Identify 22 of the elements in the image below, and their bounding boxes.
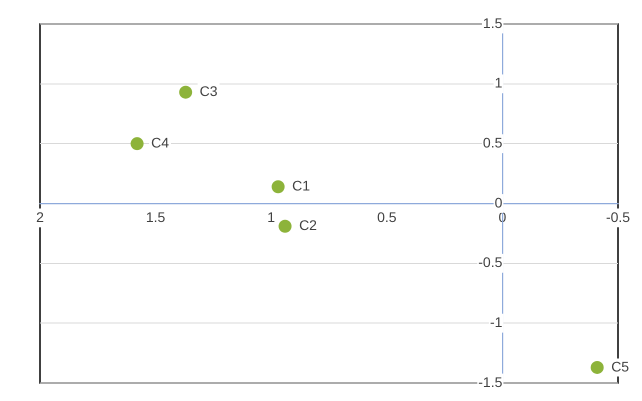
x-tick-label: 1.5: [146, 208, 166, 225]
x-tick-label: 1: [267, 208, 276, 225]
point: [130, 137, 144, 150]
annotation: C2: [299, 217, 318, 234]
y-tick-label: -1.5: [478, 374, 503, 390]
y-tick-label: 0: [494, 194, 503, 210]
point: [179, 86, 192, 99]
annotation: C5: [611, 358, 630, 374]
y-tick-label: 1.5: [482, 14, 503, 31]
point: [278, 220, 292, 233]
y-tick-label: -1: [490, 314, 503, 330]
point: [590, 360, 604, 374]
y-tick-label: -0.5: [478, 254, 503, 270]
annotation: C1: [292, 178, 310, 194]
x-tick-label: 0.5: [377, 208, 397, 225]
x-tick-label: -0.5: [606, 208, 630, 225]
x-tick-label: 2: [36, 208, 44, 225]
annotation: C3: [200, 83, 218, 100]
point: [272, 180, 285, 194]
annotation: C4: [151, 134, 170, 151]
y-tick-label: 1: [494, 74, 503, 91]
y-tick-label: 0.5: [482, 134, 503, 151]
